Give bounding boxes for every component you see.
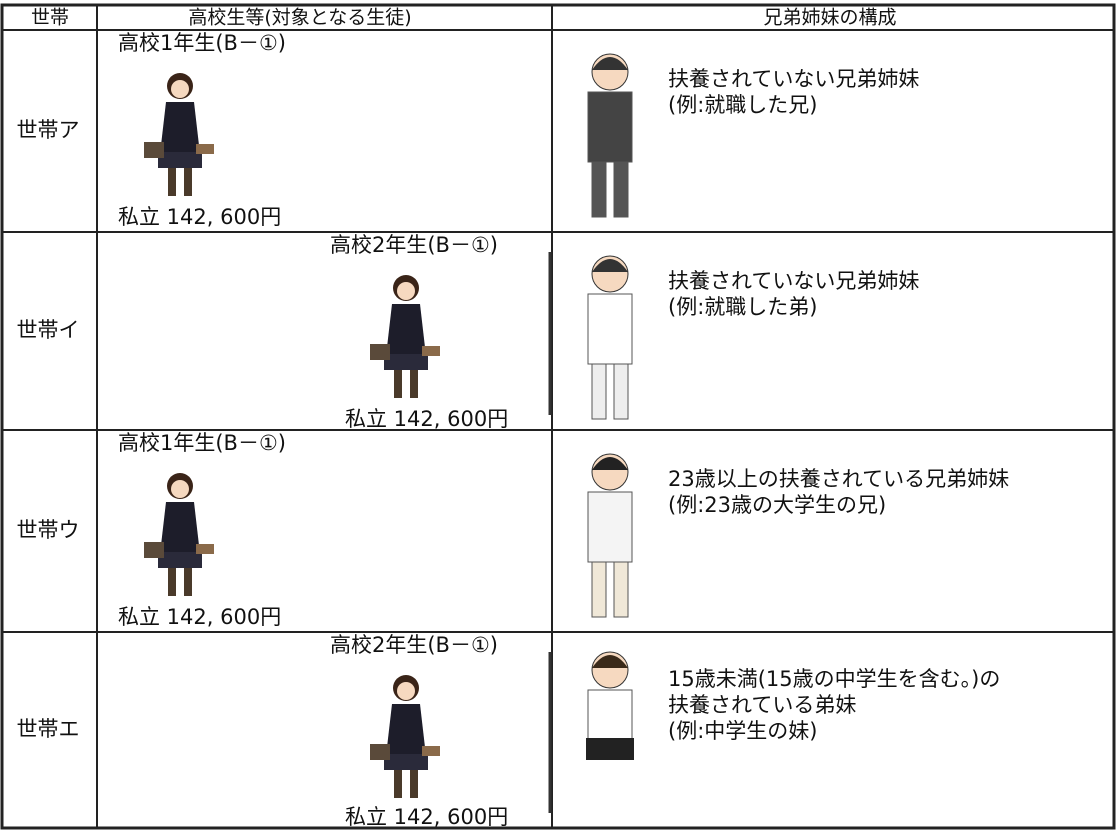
household-label: 世帯ア (17, 118, 80, 142)
sibling-description: 15歳未満(15歳の中学生を含む。)の (668, 667, 1000, 691)
tuition: 私立 142, 600円 (345, 407, 508, 431)
student-book (422, 746, 440, 756)
student-bag (144, 142, 164, 158)
sibling-description: (例:中学生の妹) (668, 719, 817, 743)
student-leg (410, 770, 418, 798)
tuition: 私立 142, 600円 (345, 805, 508, 829)
student-book (196, 144, 214, 154)
student-grade: 高校1年生(B－①) (118, 431, 286, 455)
student-grade: 高校2年生(B－①) (330, 233, 498, 257)
student-bag (370, 344, 390, 360)
sibling-description: (例:就職した兄) (668, 93, 817, 117)
sibling-hair (592, 457, 628, 470)
student-leg (394, 770, 402, 798)
sibling-description: (例:就職した弟) (668, 295, 817, 319)
sibling-leg (591, 363, 607, 420)
sibling-leg (613, 363, 629, 420)
sibling-hair (592, 259, 628, 272)
student-skirt (384, 754, 428, 770)
sibling-description: 扶養されていない兄弟姉妹 (668, 269, 919, 293)
sibling-body (587, 491, 633, 563)
sibling-leg (591, 161, 607, 218)
student-face (397, 682, 415, 700)
student-grade: 高校2年生(B－①) (330, 633, 498, 657)
household-label: 世帯エ (17, 717, 80, 741)
sibling-description: 扶養されていない兄弟姉妹 (668, 67, 919, 91)
student-bag (144, 542, 164, 558)
sibling-body (587, 91, 633, 163)
table-border (0, 3, 1116, 830)
student-leg (168, 168, 176, 196)
student-face (397, 282, 415, 300)
household-label: 世帯ウ (17, 518, 80, 542)
sibling-description: 扶養されている弟妹 (668, 693, 856, 717)
student-grade: 高校1年生(B－①) (118, 31, 286, 55)
sibling-body (587, 689, 633, 741)
student-leg (410, 370, 418, 398)
sibling-description: (例:23歳の大学生の兄) (668, 493, 886, 517)
student-leg (168, 568, 176, 596)
student-coat (160, 502, 200, 554)
sibling-body (587, 293, 633, 365)
tuition: 私立 142, 600円 (118, 605, 281, 629)
sibling-skirt (586, 738, 634, 760)
student-skirt (158, 552, 202, 568)
sibling-leg (613, 161, 629, 218)
student-skirt (158, 152, 202, 168)
sibling-hair (592, 655, 628, 668)
student-coat (386, 304, 426, 356)
sibling-leg (613, 561, 629, 618)
student-book (196, 544, 214, 554)
household-label: 世帯イ (17, 318, 80, 342)
student-face (171, 480, 189, 498)
header-cell: 世帯 (31, 7, 69, 29)
student-coat (386, 704, 426, 756)
student-book (422, 346, 440, 356)
student-skirt (384, 354, 428, 370)
student-leg (184, 168, 192, 196)
student-leg (184, 568, 192, 596)
student-coat (160, 102, 200, 154)
sibling-leg (591, 561, 607, 618)
header-cell: 高校生等(対象となる生徒) (188, 7, 411, 29)
student-bag (370, 744, 390, 760)
sibling-hair (592, 57, 628, 70)
tuition: 私立 142, 600円 (118, 205, 281, 229)
sibling-description: 23歳以上の扶養されている兄弟姉妹 (668, 467, 1009, 491)
student-leg (394, 370, 402, 398)
student-face (171, 80, 189, 98)
header-cell: 兄弟姉妹の構成 (763, 7, 896, 29)
